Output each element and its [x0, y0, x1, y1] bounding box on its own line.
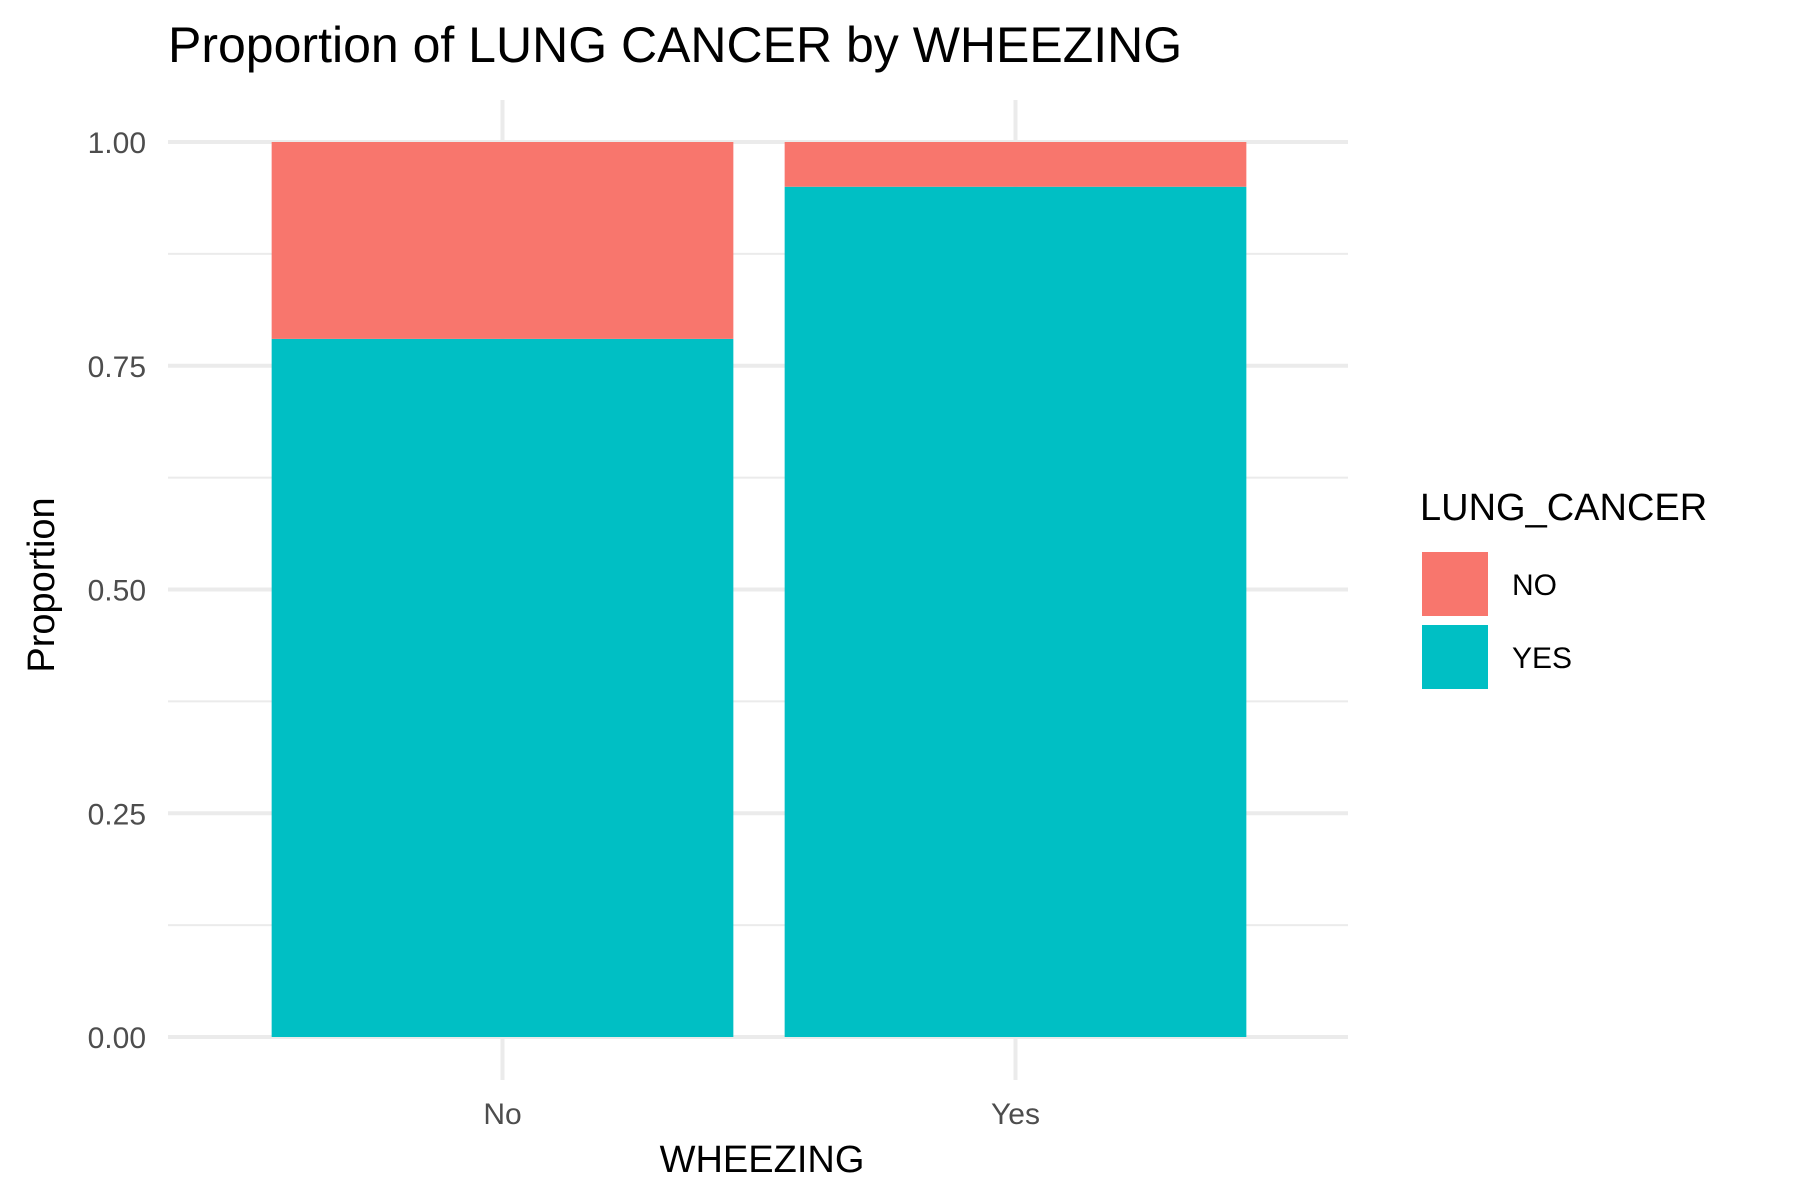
bar-yes-no: [784, 142, 1247, 187]
bar-yes-yes: [784, 186, 1247, 1037]
legend-swatch-no: [1422, 552, 1488, 616]
legend-title: LUNG_CANCER: [1420, 487, 1707, 529]
legend-swatch-yes: [1422, 625, 1488, 689]
legend-label-no: NO: [1512, 569, 1557, 602]
x-axis-title: WHEEZING: [660, 1139, 865, 1181]
x-tick-label: No: [483, 1098, 521, 1131]
legend-label-yes: YES: [1512, 642, 1572, 675]
legend: LUNG_CANCER NO YES: [1420, 487, 1707, 689]
y-tick-label: 0.75: [88, 351, 146, 384]
y-tick-label: 0.00: [88, 1022, 146, 1055]
bar-no-yes: [271, 338, 734, 1037]
bar-no-no: [271, 142, 734, 339]
y-axis-title: Proportion: [21, 497, 63, 672]
y-tick-label: 0.50: [88, 575, 146, 608]
bar-layer: [271, 142, 1247, 1037]
y-tick-label: 1.00: [88, 127, 146, 160]
x-tick-label: Yes: [991, 1098, 1040, 1131]
chart-title: Proportion of LUNG CANCER by WHEEZING: [168, 17, 1182, 73]
y-tick-label: 0.25: [88, 798, 146, 831]
tick-layer: 0.00 0.25 0.50 0.75 1.00 No Yes: [88, 127, 1040, 1131]
